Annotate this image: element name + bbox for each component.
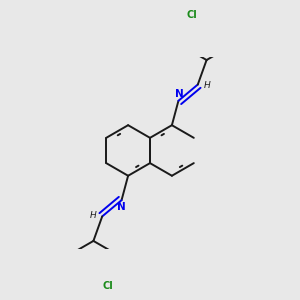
Text: Cl: Cl	[103, 281, 113, 291]
Text: H: H	[203, 81, 210, 90]
Text: Cl: Cl	[187, 10, 197, 20]
Text: H: H	[90, 211, 97, 220]
Text: N: N	[175, 89, 183, 99]
Text: N: N	[117, 202, 125, 212]
